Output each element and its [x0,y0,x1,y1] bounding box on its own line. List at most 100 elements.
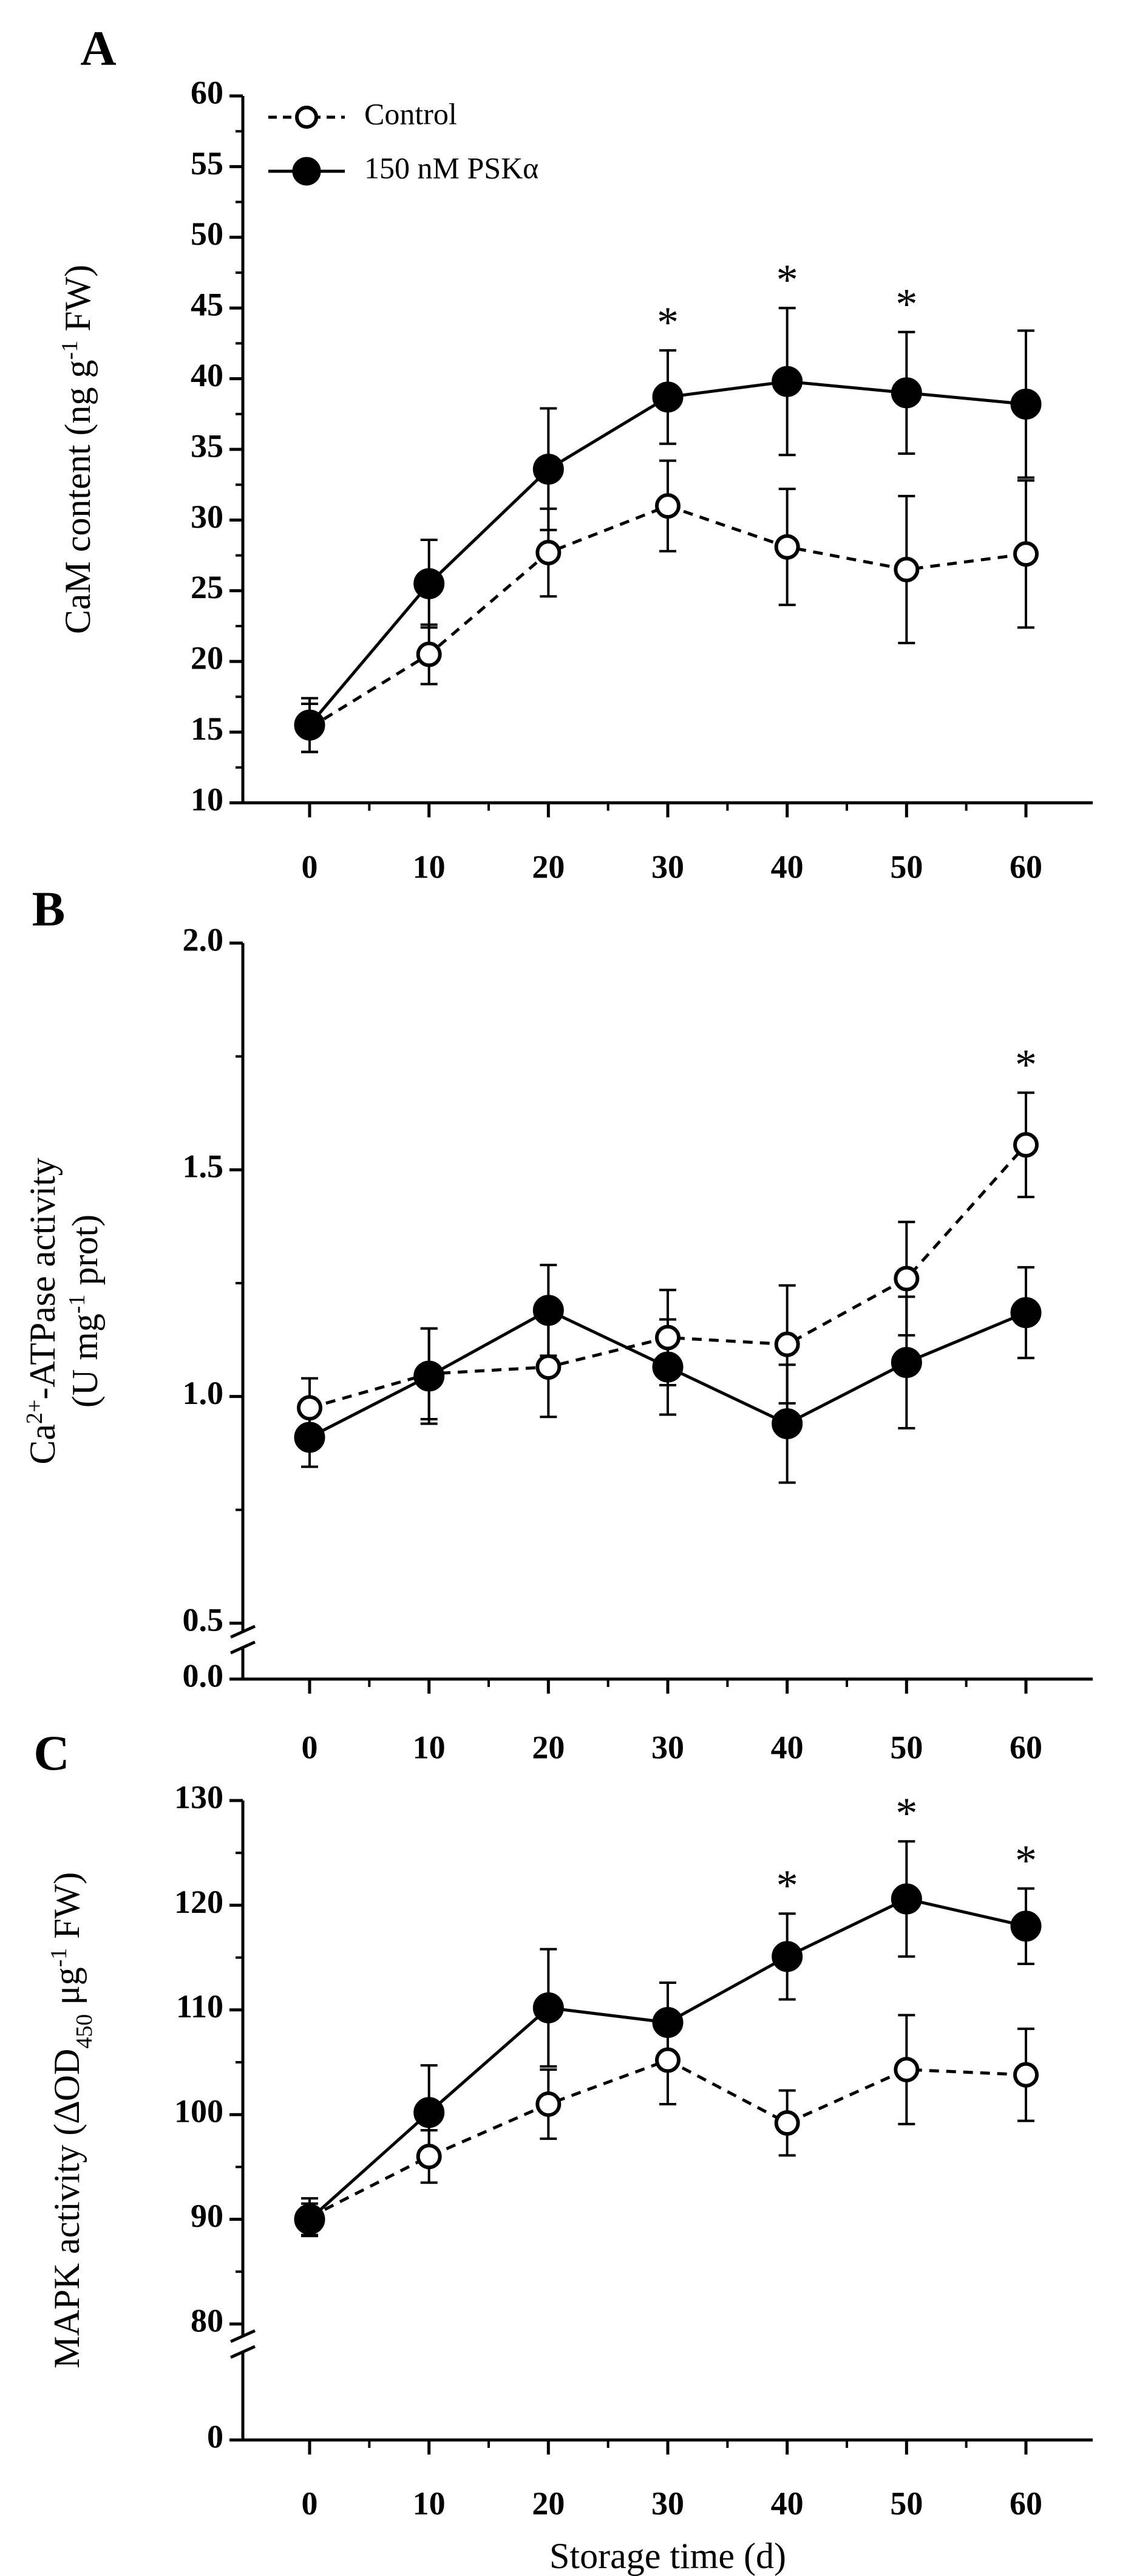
x-tick-label: 40 [771,1729,804,1765]
x-tick-label: 20 [532,848,565,885]
y-tick-label: 25 [191,569,223,605]
pska-data-point [413,568,445,599]
x-tick-label: 50 [890,848,923,885]
pska-data-point [1010,389,1042,420]
x-tick-label: 60 [1010,2485,1042,2521]
pska-data-point [772,1408,803,1439]
panel-letter: A [80,21,116,76]
x-tick-label: 0 [302,2485,318,2521]
x-tick-label: 20 [532,1729,565,1765]
y-axis-title-line2: (U mg-1 prot) [64,1215,105,1408]
pska-data-point [652,1351,684,1383]
y-tick-label: 0 [207,2418,223,2455]
x-tick-label: 30 [651,848,684,885]
y-tick-label: 90 [191,2198,223,2234]
control-data-point [1013,541,1039,567]
y-tick-label: 1.0 [183,1375,224,1411]
control-data-point [1013,1132,1039,1158]
y-tick-label: 40 [191,357,223,394]
label-part: 2+ [22,1400,47,1424]
label-part: prot) [65,1215,105,1295]
label-part: FW) [47,1872,87,1948]
label-part: μg [47,1967,87,2014]
y-tick-label: 45 [191,287,223,323]
control-data-point [1013,2062,1039,2088]
control-data-point [894,556,920,582]
legend-label-control: Control [364,97,457,131]
x-tick-label: 50 [890,1729,923,1765]
x-tick-label: 60 [1010,848,1042,885]
y-tick-label: 50 [191,216,223,252]
control-data-point [535,539,562,565]
y-tick-label: 130 [174,1779,223,1815]
axis-break-mark [229,2345,256,2359]
y-axis-title: CaM content (ng g-1 FW) [57,265,98,634]
y-tick-label: 80 [191,2302,223,2339]
legend-marker-pska [292,157,321,186]
x-tick-label: 30 [651,2485,684,2521]
y-tick-label: 55 [191,145,223,182]
panel-letter: C [33,1725,69,1780]
pska-data-point [294,1422,325,1453]
control-data-point [774,2110,800,2136]
pska-data-point [652,2006,684,2038]
y-tick-label: 15 [191,710,223,747]
significance-star: * [657,298,679,347]
pska-data-point [1010,1297,1042,1329]
control-data-point [535,2091,562,2117]
axis-break-mark [229,1624,256,1639]
x-tick-label: 10 [413,848,446,885]
x-tick-label: 30 [651,1729,684,1765]
pska-data-point [294,709,325,741]
axis-break-gap [229,1632,256,1647]
legend-label-pska: 150 nM PSKα [364,151,538,185]
pska-data-point [532,1992,564,2023]
control-data-point [416,641,442,667]
pska-data-point [532,1295,564,1326]
significance-star: * [1015,1040,1037,1089]
y-tick-label: 35 [191,428,223,464]
axis-break-gap [229,2336,256,2352]
x-tick-label: 0 [302,1729,318,1765]
y-tick-label: 10 [191,781,223,817]
x-tick-label: 20 [532,2485,565,2521]
x-tick-label: 40 [771,2485,804,2521]
x-axis-title: Storage time (d) [549,2536,786,2576]
y-tick-label: 100 [174,2093,223,2130]
pska-data-point [891,377,922,409]
pska-data-point [1010,1910,1042,1942]
y-axis-title: Ca2+-ATPase activity [22,1157,63,1464]
x-tick-label: 10 [413,1729,446,1765]
y-tick-label: 60 [191,74,223,111]
control-data-point [535,1354,562,1380]
y-tick-label: 1.5 [183,1148,224,1185]
y-tick-label: 110 [176,1988,223,2025]
pska-data-point [294,2204,325,2235]
pska-data-point [891,1883,922,1915]
control-data-point [774,1331,800,1357]
pska-data-point [891,1347,922,1378]
significance-star: * [895,1789,917,1838]
pska-data-point [413,2097,445,2128]
label-part: (U mg [65,1314,105,1408]
y-tick-label: 30 [191,499,223,535]
label-part: -1 [57,341,83,360]
legend: Control 150 nM PSKα [268,97,538,186]
label-part: 450 [72,2014,97,2049]
label-part: -ATPase activity [22,1157,63,1399]
y-tick-label: 0.5 [183,1601,224,1638]
label-part: FW) [58,265,98,341]
control-data-point [297,1395,322,1421]
pska-data-point [652,381,684,413]
label-part: Ca [22,1424,63,1465]
x-tick-label: 10 [413,2485,446,2521]
pska-data-point [532,454,564,485]
x-tick-label: 0 [302,848,318,885]
x-tick-label: 50 [890,2485,923,2521]
legend-marker-control [295,106,318,129]
axis-break-mark [229,1640,256,1655]
significance-star: * [1015,1836,1037,1885]
pska-data-point [772,366,803,397]
control-data-point [655,1324,681,1351]
